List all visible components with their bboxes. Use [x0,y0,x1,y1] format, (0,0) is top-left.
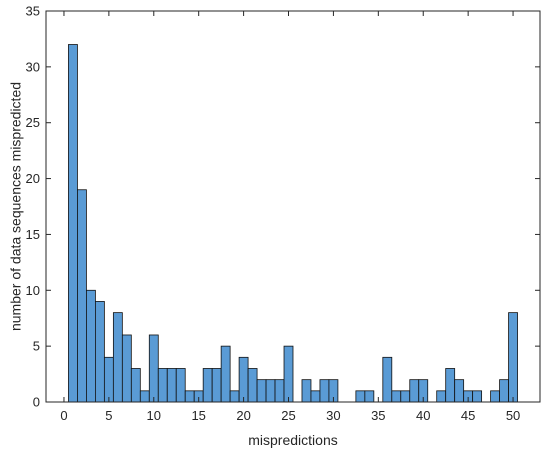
bar-9 [139,390,150,403]
x-tick-label: 10 [147,408,161,423]
x-axis-ticks: 0 5 10 15 20 25 30 35 40 45 50 [60,11,520,423]
bar-17 [211,368,222,403]
bar-46 [472,390,483,403]
x-tick-label: 25 [281,408,295,423]
bar-43 [445,368,456,403]
bar-23 [265,379,276,403]
bar-6 [112,312,123,403]
bar-5 [103,356,114,403]
bar-8 [130,368,141,403]
bar-7 [121,334,132,403]
y-tick-label: 5 [33,339,40,354]
x-tick-label: 20 [236,408,250,423]
bar-34 [364,390,375,403]
x-tick-label: 0 [60,408,67,423]
y-tick-label: 35 [26,4,40,19]
bar-14 [184,390,195,403]
bar-38 [400,390,411,403]
bar-48 [490,390,500,403]
y-tick-label: 10 [26,283,40,298]
bar-42 [436,390,447,403]
bars-group [68,44,518,403]
bar-18 [220,345,231,403]
bar-27 [301,379,312,403]
y-tick-label: 0 [33,395,40,410]
bar-24 [274,379,285,403]
bar-2 [77,189,87,403]
x-tick-label: 30 [326,408,340,423]
bar-11 [157,368,168,403]
y-axis-label: number of data sequences mispredicted [8,82,24,331]
x-axis-label: mispredictions [248,432,337,448]
bar-3 [86,289,96,403]
bar-36 [382,356,393,403]
bar-20 [238,356,249,403]
x-tick-label: 40 [416,408,430,423]
bar-28 [310,390,321,403]
y-axis-ticks: 0 5 10 15 20 25 30 35 [26,4,540,410]
x-tick-label: 35 [371,408,385,423]
x-tick-label: 45 [461,408,475,423]
bar-19 [229,390,240,403]
y-tick-label: 30 [26,59,40,74]
bar-4 [95,301,105,403]
bar-12 [166,368,177,403]
bar-21 [247,368,258,403]
bar-39 [409,379,420,403]
y-tick-label: 20 [26,171,40,186]
bar-37 [391,390,402,403]
x-tick-label: 5 [105,408,112,423]
bar-1 [68,44,78,403]
bar-25 [283,345,294,403]
bar-49 [499,379,509,403]
bar-13 [175,368,186,403]
bar-50 [508,312,518,403]
bar-33 [355,390,366,403]
axes-box [45,10,541,403]
bar-44 [454,379,465,403]
y-tick-label: 25 [26,115,40,130]
bar-29 [319,379,330,403]
x-tick-label: 50 [506,408,520,423]
bar-10 [148,334,159,403]
bar-16 [202,368,213,403]
bar-22 [256,379,267,403]
y-tick-label: 15 [26,227,40,242]
x-tick-label: 15 [191,408,205,423]
